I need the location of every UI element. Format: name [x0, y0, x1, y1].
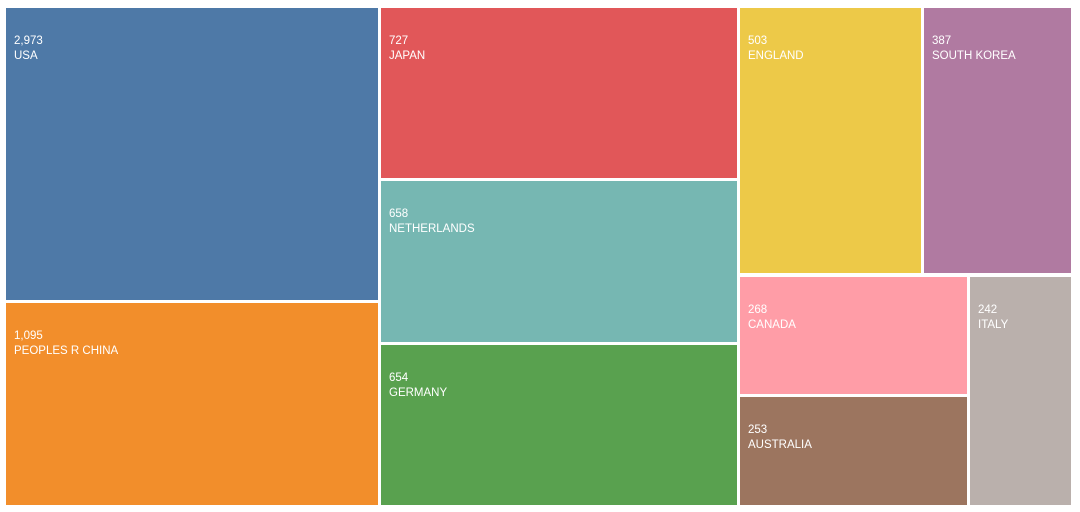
- tile-value-label: 727: [389, 35, 409, 47]
- treemap-tile-australia: 253 AUSTRALIA: [740, 397, 967, 505]
- tile-name-label: CANADA: [748, 319, 796, 331]
- treemap-tile-germany: 654 GERMANY: [381, 345, 737, 505]
- tile-value-label: 387: [932, 35, 952, 47]
- tile-name-label: GERMANY: [389, 387, 448, 399]
- treemap-tile-south-korea: 387 SOUTH KOREA: [924, 8, 1071, 273]
- treemap-tile-england: 503 ENGLAND: [740, 8, 921, 273]
- treemap-tile-canada: 268 CANADA: [740, 277, 967, 394]
- tile-name-label: PEOPLES R CHINA: [14, 345, 119, 357]
- tile-value-label: 654: [389, 372, 409, 384]
- tile-name-label: ITALY: [978, 319, 1009, 331]
- tile-name-label: SOUTH KOREA: [932, 50, 1016, 62]
- tile-value-label: 242: [978, 304, 998, 316]
- treemap-tile-usa: 2,973 USA: [6, 8, 378, 300]
- tile-value-label: 658: [389, 208, 409, 220]
- tile-name-label: USA: [14, 50, 38, 62]
- tile-name-label: NETHERLANDS: [389, 223, 475, 235]
- treemap-tile-japan: 727 JAPAN: [381, 8, 737, 178]
- tile-value-label: 253: [748, 424, 768, 436]
- tile-value-label: 268: [748, 304, 768, 316]
- tile-name-label: JAPAN: [389, 50, 426, 62]
- tile-value-label: 1,095: [14, 330, 43, 342]
- tile-value-label: 503: [748, 35, 768, 47]
- tile-value-label: 2,973: [14, 35, 43, 47]
- treemap-tile-italy: 242 ITALY: [970, 277, 1071, 505]
- tile-name-label: ENGLAND: [748, 50, 804, 62]
- tile-name-label: AUSTRALIA: [748, 439, 812, 451]
- treemap-tile-peoples-r-china: 1,095 PEOPLES R CHINA: [6, 303, 378, 505]
- treemap-tile-netherlands: 658 NETHERLANDS: [381, 181, 737, 342]
